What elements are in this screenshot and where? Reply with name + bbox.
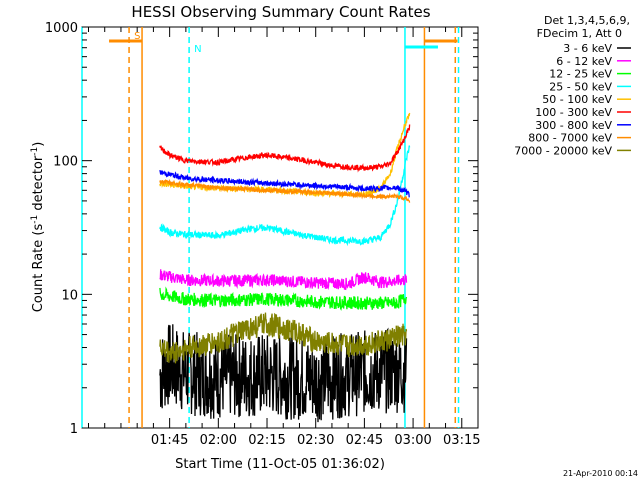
y-tick-label: 1000 [45, 21, 78, 36]
x-tick-label: 02:15 [248, 433, 285, 448]
legend-header-line-2: FDecim 1, Att 0 [537, 27, 622, 40]
series-line [159, 124, 411, 173]
legend-item-label: 300 - 800 keV [535, 119, 612, 132]
x-axis-ticks: 01:45 02:00 02:15 02:30 02:45 03:00 03:15 [87, 27, 481, 448]
y-axis-ticks: 1 10 100 1000 [45, 21, 478, 437]
marker-label: S [134, 31, 140, 42]
y-tick-label: 10 [61, 288, 78, 303]
legend-item-label: 25 - 50 keV [549, 80, 612, 93]
y-axis-label-sup1: -1 [30, 215, 40, 224]
x-tick-label: 01:45 [151, 433, 188, 448]
chart-title: HESSI Observing Summary Count Rates [131, 3, 430, 21]
legend-item-label: 12 - 25 keV [549, 68, 612, 81]
series-line [159, 286, 408, 311]
y-axis-label-mid: detector [31, 155, 46, 215]
y-axis-label-end: ) [31, 142, 46, 147]
legend-item-label: 50 - 100 keV [542, 93, 612, 106]
series-line [159, 145, 411, 247]
x-tick-label: 02:00 [200, 433, 237, 448]
y-axis-label-start: Count Rate (s [31, 224, 46, 313]
x-tick-label: 03:15 [443, 433, 480, 448]
series-line [159, 312, 408, 364]
y-tick-label: 1 [70, 422, 78, 437]
series-line [159, 324, 408, 423]
y-axis-label: Count Rate (s-1 detector-1) [30, 142, 46, 313]
attenuator-markers: SN [81, 27, 460, 428]
legend-header-line-1: Det 1,3,4,5,6,9, [544, 14, 630, 27]
series-line [159, 169, 410, 198]
y-axis-label-sup2: -1 [30, 147, 40, 156]
legend-item-label: 6 - 12 keV [556, 55, 612, 68]
legend-item-label: 100 - 300 keV [535, 106, 612, 119]
x-axis-label: Start Time (11-Oct-05 01:36:02) [175, 457, 385, 472]
x-tick-label: 03:00 [394, 433, 431, 448]
legend-item-label: 800 - 7000 keV [528, 132, 612, 145]
x-tick-label: 02:45 [346, 433, 383, 448]
legend-item-label: 7000 - 20000 keV [514, 144, 612, 157]
series-line [159, 269, 408, 291]
legend-item-label: 3 - 6 keV [563, 42, 612, 55]
series-layer [159, 112, 411, 423]
x-tick-label: 02:30 [297, 433, 334, 448]
legend: Det 1,3,4,5,6,9, FDecim 1, Att 0 3 - 6 k… [514, 14, 631, 157]
footer-date: 21-Apr-2010 00:14 [563, 469, 638, 478]
series-line [159, 178, 411, 203]
y-tick-label: 100 [53, 155, 78, 170]
marker-label: N [194, 44, 201, 55]
